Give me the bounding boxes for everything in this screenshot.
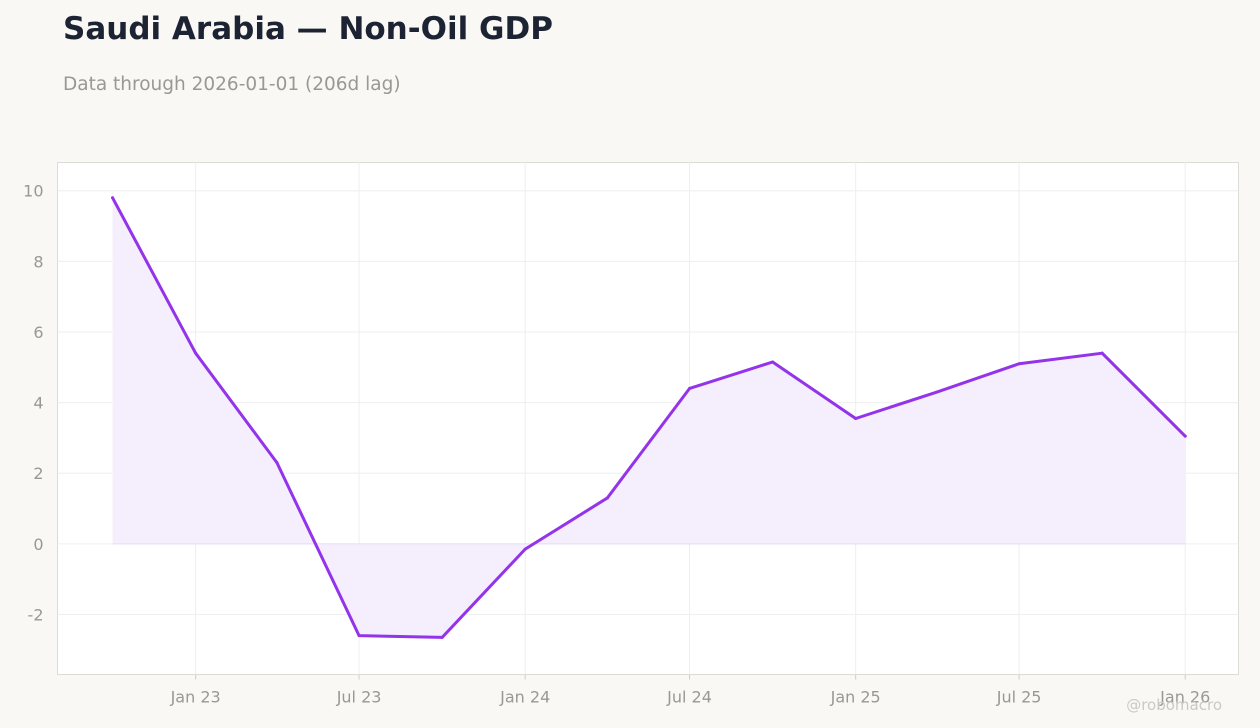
data-point [111, 196, 115, 200]
data-point [1100, 351, 1104, 355]
series-area [112, 197, 1186, 638]
x-tick-label: Jul 23 [336, 688, 382, 707]
data-point [854, 417, 858, 420]
series-line [111, 196, 1187, 639]
y-tick-label: 6 [33, 323, 43, 342]
data-point [605, 496, 609, 500]
y-tick-label: 4 [33, 394, 43, 413]
x-tick-label: Jan 23 [170, 688, 221, 707]
area-fill-layer [112, 197, 1186, 638]
y-tick-label: 10 [23, 182, 43, 201]
series-line-layer [111, 196, 1187, 639]
chart-subtitle: Data through 2026-01-01 (206d lag) [63, 74, 401, 95]
data-point [194, 351, 198, 355]
data-point [935, 390, 939, 394]
data-point [771, 360, 775, 364]
y-axis-ticks: -2 0 2 4 6 8 10 [23, 182, 43, 625]
data-point [440, 635, 444, 639]
chart-title: Saudi Arabia — Non-Oil GDP [63, 11, 553, 47]
data-point [357, 634, 361, 638]
x-axis-ticks: Jan 23 Jul 23 Jan 24 Jul 24 Jan 25 Jul 25 Jan … [170, 674, 1210, 707]
y-tick-label: 8 [33, 252, 43, 271]
data-point [1183, 434, 1187, 438]
data-point [688, 386, 692, 390]
x-tick-label: Jul 24 [666, 688, 712, 707]
data-point [1017, 362, 1021, 366]
x-tick-label: Jan 25 [830, 688, 881, 707]
data-point [523, 547, 527, 551]
y-tick-label: 2 [33, 464, 43, 483]
x-tick-label: Jan 26 [1159, 688, 1210, 707]
y-tick-label: -2 [28, 605, 44, 624]
x-tick-label: Jan 24 [499, 688, 550, 707]
data-point [275, 461, 279, 465]
y-tick-label: 0 [33, 535, 43, 554]
x-tick-label: Jul 25 [996, 688, 1042, 707]
watermark: @robomacro [1126, 696, 1222, 714]
